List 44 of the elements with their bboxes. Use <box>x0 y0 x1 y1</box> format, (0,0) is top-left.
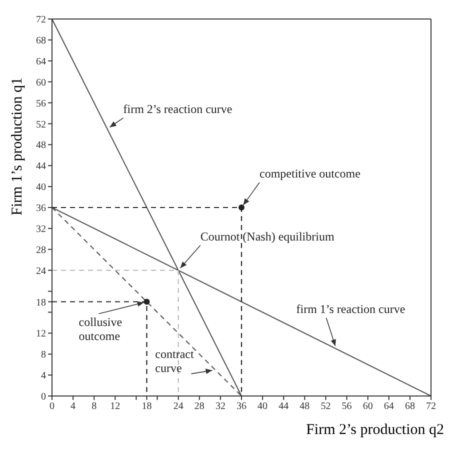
y-tick-label: 4 <box>41 370 46 382</box>
y-tick-label: 72 <box>36 14 46 26</box>
x-tick-label: 56 <box>342 401 352 412</box>
y-tick-label: 36 <box>36 203 46 214</box>
x-tick-label: 52 <box>320 401 331 412</box>
x-tick-label: 32 <box>215 401 226 412</box>
y-tick-label: 8 <box>41 350 46 361</box>
y-axis-title: Firm 1’s production q1 <box>10 76 26 218</box>
x-tick-label: 18 <box>142 401 152 412</box>
annotation: collusive outcome <box>78 314 122 343</box>
x-tick-label: 8 <box>92 401 97 412</box>
x-tick-label: 24 <box>173 401 184 412</box>
x-tick-label: 0 <box>50 401 54 412</box>
y-tick-label: 40 <box>36 182 46 194</box>
x-tick-label: 40 <box>258 401 268 412</box>
x-tick-label: 44 <box>278 401 289 412</box>
x-tick-label: 28 <box>194 401 204 412</box>
annotation: firm 1’s reaction curve <box>296 302 406 316</box>
x-tick-label: 64 <box>384 401 394 412</box>
x-tick-label: 60 <box>362 401 373 412</box>
y-tick-label: 28 <box>36 244 46 256</box>
annotation: competitive outcome <box>260 166 360 180</box>
x-tick-label: 4 <box>70 401 76 412</box>
y-tick-label: 64 <box>36 56 46 68</box>
y-tick-label: 56 <box>36 98 46 110</box>
x-axis-title: Firm 2’s production q2 <box>306 422 444 439</box>
x-tick-label: 12 <box>110 401 120 412</box>
y-tick-label: 44 <box>36 161 46 172</box>
y-tick-label: 0 <box>41 392 46 403</box>
y-tick-label: 32 <box>36 224 46 235</box>
y-tick-label: 12 <box>36 328 46 340</box>
annotation: contract curve <box>155 346 194 375</box>
x-tick-label: 72 <box>426 401 436 412</box>
y-tick-label: 68 <box>36 35 46 46</box>
x-tick-label: 48 <box>300 401 310 412</box>
annotation: Cournot (Nash) equilibrium <box>200 229 335 244</box>
x-tick-label: 68 <box>404 401 415 412</box>
x-tick-label: 36 <box>236 401 246 412</box>
y-tick-label: 60 <box>36 77 46 88</box>
y-tick-label: 52 <box>36 119 46 130</box>
y-tick-label: 24 <box>36 266 46 277</box>
y-tick-label: 48 <box>36 140 46 152</box>
y-tick-label: 18 <box>36 297 46 308</box>
annotation: firm 2’s reaction curve <box>123 102 232 116</box>
